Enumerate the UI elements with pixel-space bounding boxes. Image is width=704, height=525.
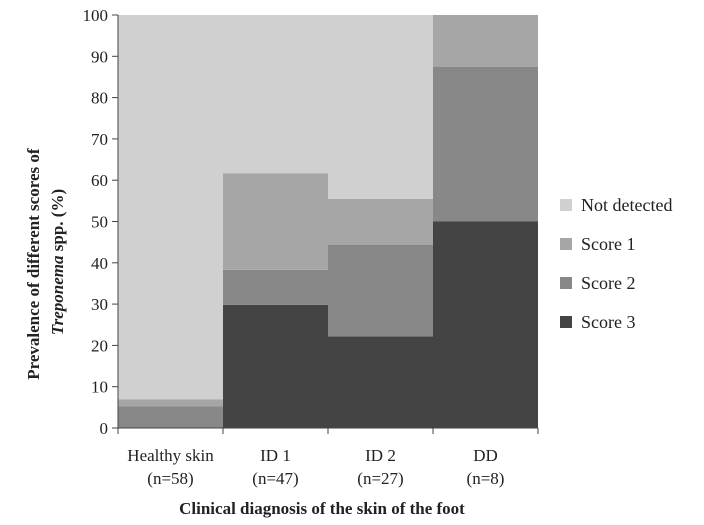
y-tick-label: 50 xyxy=(91,213,108,232)
bar-id-1-score-3 xyxy=(223,304,328,428)
y-axis-title-line1: Prevalence of different scores of xyxy=(24,148,43,380)
legend-swatch-not-detected xyxy=(560,199,572,211)
y-axis-title: Prevalence of different scores of Trepon… xyxy=(24,144,67,380)
y-axis-title-rest: spp. (%) xyxy=(48,189,67,256)
bar-id-1-score-1 xyxy=(223,173,328,270)
bar-dd-score-1 xyxy=(433,15,538,67)
y-tick-label: 20 xyxy=(91,336,108,355)
bar-dd-score-2 xyxy=(433,66,538,222)
x-tick-count: (n=8) xyxy=(467,469,505,488)
legend-swatch-score-3 xyxy=(560,316,572,328)
y-tick-label: 40 xyxy=(91,254,108,273)
legend-swatch-score-1 xyxy=(560,238,572,250)
y-axis: 0 10 20 30 40 50 60 70 80 90 100 xyxy=(83,6,119,438)
bar-id-2-score-3 xyxy=(328,336,433,428)
bar-dd-score-3 xyxy=(433,221,538,428)
x-tick-label: DD xyxy=(473,446,498,465)
x-tick-label: ID 2 xyxy=(365,446,396,465)
legend-swatch-score-2 xyxy=(560,277,572,289)
x-axis: Healthy skin (n=58) ID 1 (n=47) ID 2 (n=27) DD… xyxy=(117,427,539,488)
legend-label-not-detected: Not detected xyxy=(581,195,672,215)
legend-label-score-2: Score 2 xyxy=(581,273,635,293)
bar-healthy-skin-not-detected xyxy=(118,15,223,400)
y-tick-label: 0 xyxy=(100,419,109,438)
bar-id-1-score-2 xyxy=(223,269,328,305)
x-tick-count: (n=58) xyxy=(147,469,193,488)
y-tick-label: 70 xyxy=(91,130,108,149)
y-tick-label: 10 xyxy=(91,378,108,397)
x-tick-label: ID 1 xyxy=(260,446,291,465)
bar-id-2-score-2 xyxy=(328,244,433,337)
x-tick-label: Healthy skin xyxy=(127,446,214,465)
legend-label-score-3: Score 3 xyxy=(581,312,635,332)
bar-id-2-score-1 xyxy=(328,198,433,245)
x-tick-count: (n=27) xyxy=(357,469,403,488)
legend: Not detected Score 1 Score 2 Score 3 xyxy=(560,195,672,332)
y-tick-label: 90 xyxy=(91,47,108,66)
legend-label-score-1: Score 1 xyxy=(581,234,635,254)
y-axis-title-italic: Treponema xyxy=(48,255,67,335)
y-tick-label: 80 xyxy=(91,89,108,108)
y-tick-label: 100 xyxy=(83,6,109,25)
plot-area xyxy=(118,15,538,428)
y-tick-label: 60 xyxy=(91,171,108,190)
y-tick-label: 30 xyxy=(91,295,108,314)
bar-healthy-skin-score-1 xyxy=(118,399,223,407)
bar-healthy-skin-score-2 xyxy=(118,406,223,428)
x-tick-count: (n=47) xyxy=(252,469,298,488)
bar-id-2-not-detected xyxy=(328,15,433,199)
x-axis-title: Clinical diagnosis of the skin of the fo… xyxy=(179,499,465,518)
bar-id-1-not-detected xyxy=(223,15,328,174)
